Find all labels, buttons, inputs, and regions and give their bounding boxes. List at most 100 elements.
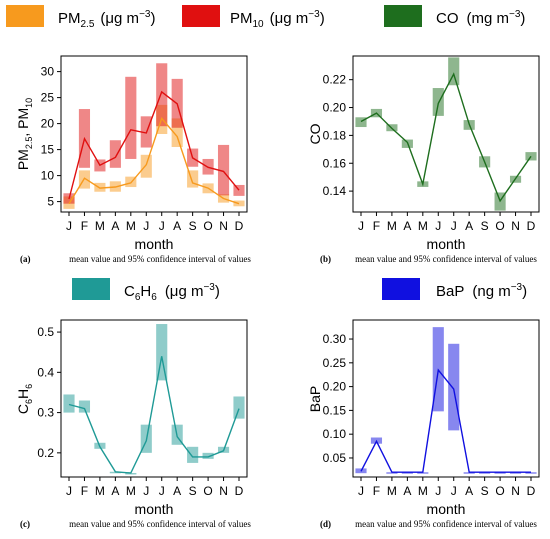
ci-bar-pm10	[217, 144, 230, 196]
ci-bar-c6h6	[63, 394, 75, 413]
plot-frame-b	[352, 55, 540, 213]
x-tick-label: O	[203, 219, 212, 233]
x-axis-label-c: month	[135, 501, 174, 517]
x-tick-label: F	[81, 484, 88, 498]
x-tick-label: A	[403, 484, 411, 498]
x-tick-label: J	[451, 219, 457, 233]
ci-bar-bap	[386, 472, 398, 474]
x-tick-label: J	[435, 484, 441, 498]
y-ticks-a: 5 10 15 20 25 30	[41, 65, 61, 209]
ci-bar-bap	[525, 472, 537, 474]
marks-b	[355, 57, 537, 211]
ci-bar-pm10	[156, 63, 168, 127]
legend-bap: BaP (ng m−3)	[382, 278, 527, 300]
y-axis-label-d: BaP	[307, 386, 323, 412]
series-line-c6h6	[68, 356, 240, 474]
legend-label-pm10: PM10 (μg m−3)	[230, 9, 325, 30]
x-tick-label: A	[465, 219, 473, 233]
y-tick-label: 30	[41, 65, 55, 79]
ci-bar-bap	[509, 472, 522, 474]
y-tick-label: 0.3	[37, 406, 54, 420]
ci-bar-co	[448, 57, 460, 86]
x-axis-label-b: month	[427, 236, 466, 252]
panel-label-a: (a)	[20, 254, 31, 264]
legend-pm25: PM2.5 (μg m−3)	[6, 5, 155, 30]
panel-label-c: (c)	[20, 519, 30, 529]
ci-bar-c6h6	[109, 471, 121, 474]
y-ticks-c: 0.2 0.3 0.4 0.5	[37, 325, 61, 460]
marks-d	[355, 327, 537, 474]
ci-bar-c6h6	[187, 446, 199, 463]
x-tick-label: J	[358, 484, 364, 498]
x-tick-label: J	[451, 484, 457, 498]
x-tick-label: N	[219, 219, 228, 233]
x-tick-label: D	[527, 484, 536, 498]
x-tick-label: O	[203, 484, 212, 498]
ci-bar-c6h6	[125, 472, 137, 475]
y-tick-label: 0.16	[323, 156, 347, 170]
y-tick-label: 0.30	[323, 332, 347, 346]
caption-d: mean value and 95% confidence interval o…	[355, 519, 537, 529]
x-tick-label: A	[111, 484, 119, 498]
x-tick-label: D	[235, 219, 244, 233]
x-tick-label: M	[387, 484, 397, 498]
x-tick-label: J	[143, 219, 149, 233]
x-tick-label: M	[387, 219, 397, 233]
ci-bar-pm10	[233, 184, 245, 196]
y-tick-label: 15	[41, 143, 55, 157]
x-tick-label: N	[511, 219, 520, 233]
x-tick-label: N	[511, 484, 520, 498]
ci-bar-pm10	[109, 140, 121, 168]
legend-label-co: CO (mg m−3)	[436, 9, 525, 27]
x-tick-label: J	[435, 219, 441, 233]
y-axis-label-c: C6H6	[15, 384, 34, 414]
legend-label-pm25: PM2.5 (μg m−3)	[58, 9, 155, 30]
series-line-pm10	[68, 90, 240, 200]
y-ticks-d: 0.05 0.10 0.15 0.20 0.25 0.30	[323, 332, 353, 465]
x-tick-label: D	[527, 219, 536, 233]
x-tick-label: O	[495, 219, 504, 233]
ci-bar-c6h6	[233, 396, 245, 419]
y-axis-label-b: CO	[307, 123, 323, 144]
ci-bar-c6h6	[202, 452, 214, 459]
ci-bar-bap	[479, 472, 491, 474]
y-tick-label: 0.14	[323, 184, 347, 198]
ci-bar-pm10	[125, 76, 137, 159]
legend-label-c6h6: C6H6 (μg m−3)	[124, 282, 220, 303]
x-tick-label: M	[126, 484, 136, 498]
y-tick-label: 0.22	[323, 73, 347, 87]
marks-a	[63, 63, 245, 209]
series-line-pm25	[68, 117, 240, 205]
y-tick-label: 0.2	[37, 446, 54, 460]
panel-label-d: (d)	[320, 519, 331, 529]
plot-frame-d	[352, 319, 540, 478]
legend-swatch-pm25	[6, 5, 44, 27]
x-tick-label: A	[403, 219, 411, 233]
x-tick-label: D	[235, 484, 244, 498]
x-tick-label: A	[111, 219, 119, 233]
x-tick-label: J	[159, 219, 165, 233]
marks-c	[63, 324, 245, 475]
y-tick-label: 0.25	[323, 356, 347, 370]
y-tick-label: 10	[41, 169, 55, 183]
y-tick-label: 0.18	[323, 128, 347, 142]
y-tick-label: 0.15	[323, 403, 347, 417]
legend-swatch-c6h6	[72, 278, 110, 300]
ci-bar-c6h6	[78, 400, 91, 413]
legend-swatch-co	[384, 5, 422, 27]
x-tick-label: O	[495, 484, 504, 498]
x-tick-label: S	[189, 219, 197, 233]
x-tick-label: A	[465, 484, 473, 498]
plot-frame-c	[60, 319, 248, 478]
x-tick-label: S	[481, 484, 489, 498]
x-axis-label-d: month	[427, 501, 466, 517]
y-axis-label-a: PM2.5, PM10	[15, 98, 34, 170]
